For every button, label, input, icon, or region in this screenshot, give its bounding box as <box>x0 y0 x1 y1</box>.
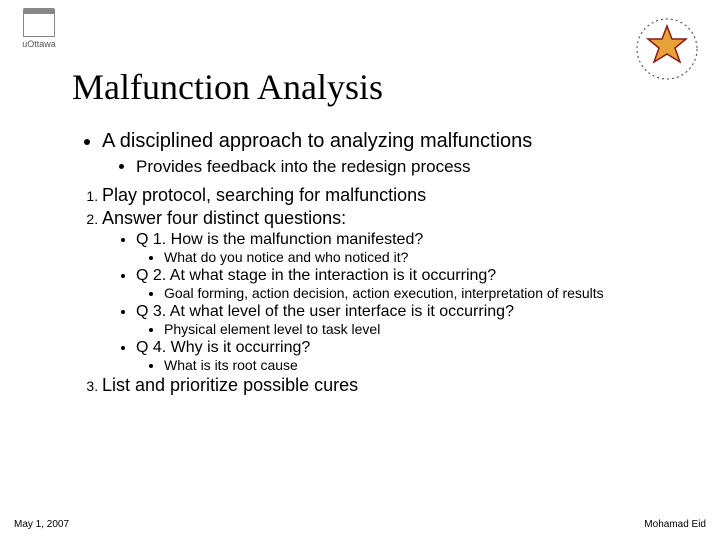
uottawa-logo: uOttawa <box>12 8 66 62</box>
intro-text: A disciplined approach to analyzing malf… <box>102 130 532 152</box>
footer-date: May 1, 2007 <box>14 519 69 530</box>
slide-content: A disciplined approach to analyzing malf… <box>78 130 690 398</box>
uottawa-logo-text: uOttawa <box>12 39 66 49</box>
intro-bullet: A disciplined approach to analyzing malf… <box>102 130 690 177</box>
q1: Q 1. How is the malfunction manifested? … <box>136 231 690 265</box>
q3: Q 3. At what level of the user interface… <box>136 303 690 337</box>
step-2: Answer four distinct questions: Q 1. How… <box>102 208 690 373</box>
footer-author: Mohamad Eid <box>644 519 706 530</box>
q4-sub: What is its root cause <box>164 357 690 373</box>
q3-text: Q 3. At what level of the user interface… <box>136 303 514 320</box>
research-logo <box>632 14 702 84</box>
step-1: Play protocol, searching for malfunction… <box>102 185 690 206</box>
q1-text: Q 1. How is the malfunction manifested? <box>136 231 423 248</box>
step-3: List and prioritize possible cures <box>102 375 690 396</box>
q2-sub: Goal forming, action decision, action ex… <box>164 285 690 301</box>
q4-text: Q 4. Why is it occurring? <box>136 339 310 356</box>
q2-text: Q 2. At what stage in the interaction is… <box>136 267 496 284</box>
q3-sub: Physical element level to task level <box>164 321 690 337</box>
intro-sub-bullet: Provides feedback into the redesign proc… <box>136 157 690 177</box>
q2: Q 2. At what stage in the interaction is… <box>136 267 690 301</box>
step-2-text: Answer four distinct questions: <box>102 208 346 228</box>
q1-sub: What do you notice and who noticed it? <box>164 249 690 265</box>
slide-title: Malfunction Analysis <box>72 66 383 108</box>
q4: Q 4. Why is it occurring? What is its ro… <box>136 339 690 373</box>
